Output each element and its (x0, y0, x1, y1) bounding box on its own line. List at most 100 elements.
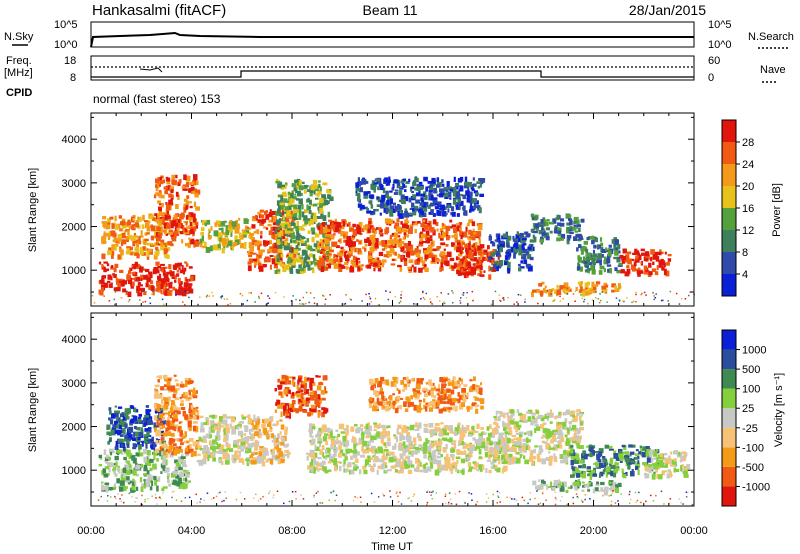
data-cell (414, 187, 417, 191)
data-cell (231, 428, 237, 435)
data-cell (441, 210, 447, 217)
data-cell (182, 213, 185, 218)
data-cell (389, 234, 394, 237)
data-cell (187, 416, 193, 420)
data-cell (277, 194, 283, 198)
data-cell (569, 219, 572, 222)
data-cell (234, 451, 238, 457)
data-cell (618, 263, 623, 266)
data-cell (381, 240, 386, 246)
data-cell (500, 240, 504, 244)
data-cell (304, 240, 307, 247)
data-cell (323, 455, 326, 459)
data-cell (368, 218, 372, 222)
data-cell (159, 446, 163, 451)
data-cell (285, 426, 288, 432)
speckle-cell (430, 301, 432, 303)
data-cell (365, 457, 368, 460)
data-cell (418, 438, 422, 442)
data-cell (222, 244, 226, 247)
data-cell (276, 452, 281, 457)
data-cell (251, 239, 255, 246)
data-cell (124, 282, 127, 285)
data-cell (367, 455, 371, 460)
speckle-cell (227, 303, 229, 306)
data-cell (287, 209, 290, 214)
data-cell (107, 274, 112, 280)
data-cell (317, 438, 323, 444)
data-cell (139, 265, 142, 272)
data-cell (319, 228, 324, 235)
data-cell (314, 398, 320, 402)
data-cell (231, 454, 237, 458)
data-cell (467, 194, 471, 199)
speckle-cell (120, 297, 123, 299)
data-cell (454, 427, 460, 431)
speckle-cell (502, 297, 504, 299)
data-cell (174, 397, 179, 401)
data-cell (651, 268, 657, 272)
data-cell (314, 446, 320, 451)
data-cell (423, 250, 428, 255)
data-cell (125, 464, 129, 470)
data-cell (382, 461, 387, 467)
data-cell (180, 287, 184, 294)
data-cell (400, 221, 403, 225)
data-cell (283, 444, 289, 448)
speckle-cell (615, 297, 618, 299)
data-cell (458, 261, 462, 265)
data-cell (584, 269, 588, 273)
data-cell (428, 245, 432, 252)
data-cell (386, 250, 391, 254)
speckle-cell (239, 293, 242, 295)
data-cell (579, 289, 584, 293)
data-cell (372, 455, 375, 458)
data-cell (375, 238, 379, 243)
data-cell (176, 410, 181, 415)
data-cell (120, 472, 126, 477)
data-cell (108, 431, 112, 437)
data-cell (162, 242, 168, 248)
data-cell (167, 386, 172, 391)
data-cell (445, 243, 449, 247)
data-cell (293, 196, 297, 200)
data-cell (544, 233, 548, 236)
data-cell (321, 215, 327, 220)
data-cell (165, 176, 169, 180)
data-cell (306, 455, 309, 461)
data-cell (444, 187, 449, 190)
data-cell (575, 286, 578, 291)
data-cell (495, 422, 499, 428)
data-cell (640, 248, 645, 252)
data-cell (180, 453, 184, 457)
data-cell (165, 206, 171, 211)
data-cell (298, 225, 303, 230)
data-cell (279, 242, 282, 246)
speckle-cell (145, 291, 147, 293)
data-cell (389, 395, 393, 401)
speckle-cell (344, 302, 347, 305)
data-cell (286, 254, 289, 258)
data-cell (380, 398, 385, 404)
data-cell (456, 249, 461, 253)
data-cell (283, 389, 288, 395)
data-cell (150, 280, 154, 285)
data-cell (472, 269, 476, 275)
speckle-cell (519, 294, 522, 296)
speckle-cell (182, 291, 185, 294)
data-cell (173, 418, 179, 422)
data-cell (159, 424, 164, 428)
data-cell (409, 424, 415, 431)
data-cell (115, 440, 118, 446)
data-cell (463, 231, 468, 238)
data-cell (111, 254, 114, 259)
data-cell (272, 243, 276, 247)
data-cell (207, 435, 212, 439)
data-cell (253, 418, 258, 422)
data-cell (230, 231, 233, 237)
data-cell (221, 425, 225, 428)
data-cell (193, 201, 196, 207)
data-cell (373, 188, 376, 193)
data-cell (211, 414, 216, 419)
data-cell (153, 422, 157, 429)
